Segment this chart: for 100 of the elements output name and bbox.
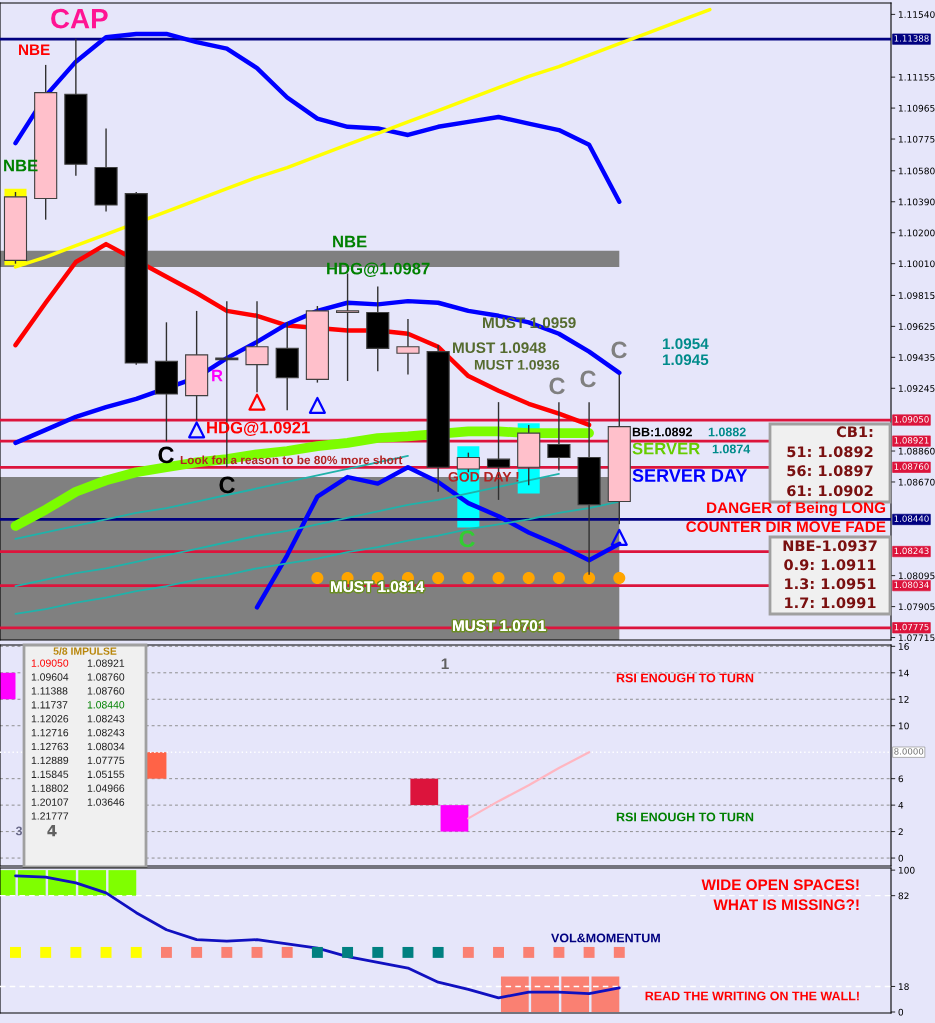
- annotation: 1.0945: [662, 354, 709, 366]
- annotation: 1.08760: [87, 687, 125, 695]
- point: [248, 393, 266, 411]
- annotation: MUST 1.0701: [453, 620, 546, 632]
- annotation: 1.08760: [87, 673, 125, 681]
- ref-line-label: 1.08921: [894, 437, 929, 444]
- point: [610, 528, 628, 546]
- point: [492, 572, 505, 585]
- y-tick-label: 4: [898, 801, 904, 809]
- y-tick-label: 1.07905: [898, 603, 935, 611]
- annotation: HDG@1.0987: [327, 262, 430, 277]
- point: [583, 572, 596, 585]
- y-tick-label: 16: [898, 643, 909, 650]
- annotation: CB1:: [836, 426, 873, 438]
- ref-line-label: 1.08243: [894, 547, 929, 555]
- annotation: RSI ENOUGH TO TURN: [616, 812, 754, 822]
- annotation: 1.3: 1.0951: [785, 578, 876, 590]
- annotation: VOL&MOMENTUM: [551, 933, 660, 943]
- annotation: WHAT IS MISSING?!: [713, 899, 859, 911]
- annotation: 1.12763: [31, 742, 69, 751]
- annotation: 1.20107: [31, 798, 69, 806]
- y-tick-label: 1.09815: [898, 292, 935, 299]
- candlestick: [486, 401, 511, 501]
- annotation: 1.08921: [87, 659, 125, 667]
- bar: [440, 805, 469, 832]
- annotation: COUNTER DIR MOVE FADE: [686, 521, 886, 533]
- y-tick-label: 1.08095: [898, 572, 935, 580]
- annotation: 1.0954: [662, 338, 709, 350]
- annotation: 1.04966: [87, 784, 125, 792]
- y-tick-label: 1.11540: [898, 11, 935, 18]
- ref-line-label: 1.07775: [894, 623, 929, 631]
- ref-line-label: 1.08760: [894, 463, 929, 470]
- annotation: 1.11737: [31, 701, 68, 709]
- y-tick-label: 1.09435: [898, 354, 935, 361]
- annotation: 1.18802: [31, 784, 69, 792]
- point: [432, 572, 445, 585]
- y-tick-label: 0: [898, 1008, 904, 1016]
- candlestick: [396, 318, 420, 376]
- annotation: 1.0874: [712, 444, 751, 454]
- annotation: 1.21777: [31, 812, 69, 820]
- candlestick: [245, 300, 269, 394]
- annotation: BB:1.0892: [632, 427, 692, 437]
- annotation: MUST 1.0936: [474, 359, 560, 370]
- point: [188, 421, 206, 439]
- annotation: SERVER: [632, 442, 700, 455]
- annotation: C: [549, 377, 565, 395]
- y-tick-label: 1.09625: [898, 323, 935, 330]
- y-tick-label: 1.08670: [898, 478, 935, 486]
- annotation: READ THE WRITING ON THE WALL!: [645, 991, 859, 1001]
- annotation: 1.08243: [87, 715, 125, 723]
- annotation: 1.15845: [31, 770, 69, 778]
- annotation: SERVER DAY: [632, 469, 748, 482]
- point: [552, 572, 565, 585]
- y-tick-label: 1.09245: [898, 385, 935, 392]
- y-tick-label: 2: [898, 828, 903, 836]
- point: [462, 572, 475, 585]
- annotation: 56: 1.0897: [787, 465, 873, 477]
- annotation: NBE: [19, 44, 50, 55]
- bar: [410, 778, 439, 806]
- annotation: 1.0882: [708, 427, 746, 437]
- annotation: MUST 1.0814: [331, 581, 425, 593]
- annotation: 1: [441, 658, 449, 669]
- annotation: C: [158, 446, 174, 464]
- ref-line-label: 1.09050: [894, 416, 929, 423]
- annotation: 5/8 IMPULSE: [53, 647, 117, 655]
- point: [311, 572, 324, 585]
- y-tick-label: 0: [898, 854, 904, 862]
- candlestick: [456, 451, 480, 473]
- annotation: 1.11388: [31, 687, 68, 695]
- y-tick-label: 18: [898, 983, 909, 991]
- annotation: RSI ENOUGH TO TURN: [616, 673, 754, 683]
- ref-line-label: 1.08034: [894, 581, 929, 589]
- annotation: C: [611, 341, 627, 359]
- annotation: 4: [47, 825, 57, 837]
- annotation: 1.08243: [87, 728, 125, 737]
- annotation: C: [219, 476, 235, 494]
- annotation: R: [212, 369, 223, 382]
- annotation: MUST 1.0948: [453, 342, 546, 354]
- y-tick-label: 100: [898, 866, 915, 874]
- annotation: 61: 1.0902: [787, 485, 873, 497]
- y-tick-label: 1.10390: [898, 198, 935, 206]
- annotation: 1.03646: [87, 798, 125, 806]
- y-tick-label: 1.10965: [898, 104, 935, 112]
- annotation: CAP: [51, 8, 108, 29]
- annotation: 1.12716: [31, 728, 69, 737]
- annotation: 1.09604: [31, 673, 69, 681]
- annotation: WIDE OPEN SPACES!: [701, 879, 859, 891]
- y-tick-label: 1.07715: [898, 634, 935, 642]
- ref-line-label: 1.08440: [894, 515, 929, 522]
- annotation: 1.12889: [31, 756, 69, 765]
- y-tick-label: 82: [898, 892, 909, 900]
- point: [308, 396, 326, 414]
- y-tick-label: 1.10775: [898, 135, 935, 143]
- annotation: 1.08440: [87, 701, 125, 709]
- y-tick-label: 6: [898, 775, 904, 783]
- annotation: NBE-1.0937: [783, 540, 877, 552]
- annotation: 1.07775: [87, 756, 125, 765]
- annotation: 0.9: 1.0911: [784, 559, 876, 571]
- y-tick-label: 1.10010: [898, 260, 935, 268]
- y-tick-label: 1.10200: [898, 229, 935, 237]
